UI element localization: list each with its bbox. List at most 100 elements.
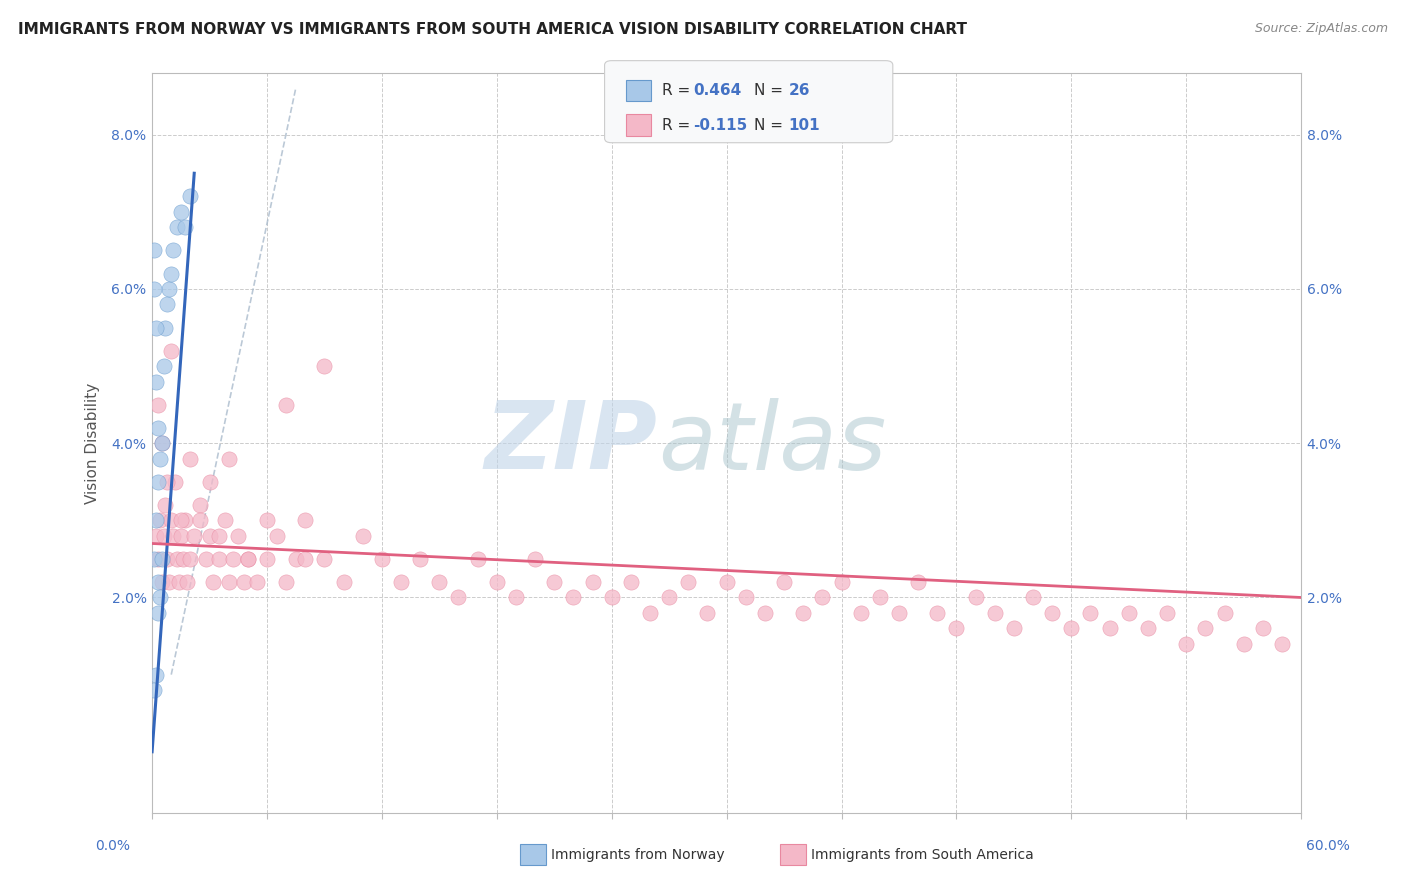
- Point: [170, 513, 193, 527]
- Point: [146, 575, 169, 590]
- Point: [155, 498, 177, 512]
- Point: [149, 591, 172, 605]
- Point: [165, 475, 187, 489]
- Text: 0.464: 0.464: [693, 83, 741, 98]
- Point: [149, 513, 172, 527]
- Point: [447, 591, 470, 605]
- Point: [202, 575, 225, 590]
- Point: [1098, 621, 1121, 635]
- Point: [157, 282, 180, 296]
- Point: [160, 513, 183, 527]
- Point: [1002, 621, 1025, 635]
- Point: [156, 552, 179, 566]
- Point: [1080, 606, 1102, 620]
- Point: [314, 552, 336, 566]
- Point: [214, 513, 236, 527]
- Point: [658, 591, 681, 605]
- Point: [256, 552, 278, 566]
- Point: [150, 552, 173, 566]
- Point: [314, 359, 336, 373]
- Point: [143, 244, 166, 258]
- Point: [233, 575, 256, 590]
- Point: [150, 575, 173, 590]
- Point: [246, 575, 269, 590]
- Point: [256, 513, 278, 527]
- Point: [145, 513, 167, 527]
- Point: [149, 451, 172, 466]
- Point: [146, 606, 169, 620]
- Point: [1271, 637, 1294, 651]
- Point: [1213, 606, 1236, 620]
- Point: [145, 667, 167, 681]
- Point: [1040, 606, 1063, 620]
- Point: [678, 575, 700, 590]
- Point: [218, 451, 240, 466]
- Point: [198, 529, 221, 543]
- Point: [284, 552, 307, 566]
- Text: Source: ZipAtlas.com: Source: ZipAtlas.com: [1254, 22, 1388, 36]
- Point: [485, 575, 508, 590]
- Point: [221, 552, 243, 566]
- Text: N =: N =: [754, 118, 787, 133]
- Point: [276, 575, 298, 590]
- Text: Immigrants from Norway: Immigrants from Norway: [551, 847, 724, 862]
- Point: [150, 436, 173, 450]
- Point: [1175, 637, 1198, 651]
- Point: [524, 552, 547, 566]
- Text: 0.0%: 0.0%: [96, 838, 131, 853]
- Point: [734, 591, 756, 605]
- Point: [167, 575, 190, 590]
- Point: [179, 451, 201, 466]
- Y-axis label: Vision Disability: Vision Disability: [86, 383, 100, 504]
- Point: [887, 606, 910, 620]
- Point: [143, 552, 166, 566]
- Text: R =: R =: [662, 83, 696, 98]
- Point: [194, 552, 217, 566]
- Point: [562, 591, 585, 605]
- Point: [467, 552, 489, 566]
- Point: [1136, 621, 1159, 635]
- Point: [1022, 591, 1045, 605]
- Point: [198, 475, 221, 489]
- Point: [145, 375, 167, 389]
- Point: [162, 244, 184, 258]
- Point: [146, 552, 169, 566]
- Point: [145, 529, 167, 543]
- Point: [352, 529, 374, 543]
- Point: [945, 621, 967, 635]
- Point: [208, 552, 231, 566]
- Point: [620, 575, 643, 590]
- Point: [600, 591, 623, 605]
- Point: [236, 552, 259, 566]
- Point: [792, 606, 814, 620]
- Point: [505, 591, 527, 605]
- Point: [143, 282, 166, 296]
- Point: [143, 683, 166, 698]
- Point: [581, 575, 603, 590]
- Point: [179, 189, 201, 203]
- Point: [173, 513, 195, 527]
- Point: [170, 529, 193, 543]
- Point: [754, 606, 776, 620]
- Point: [188, 498, 211, 512]
- Point: [152, 529, 174, 543]
- Point: [1251, 621, 1274, 635]
- Text: -0.115: -0.115: [693, 118, 748, 133]
- Point: [1118, 606, 1140, 620]
- Point: [1233, 637, 1256, 651]
- Text: R =: R =: [662, 118, 696, 133]
- Point: [696, 606, 718, 620]
- Point: [907, 575, 929, 590]
- Point: [294, 552, 316, 566]
- Point: [218, 575, 240, 590]
- Point: [166, 552, 188, 566]
- Point: [226, 529, 249, 543]
- Point: [1194, 621, 1216, 635]
- Point: [146, 421, 169, 435]
- Point: [179, 552, 201, 566]
- Point: [155, 320, 177, 334]
- Point: [208, 529, 231, 543]
- Point: [638, 606, 661, 620]
- Point: [849, 606, 872, 620]
- Point: [160, 343, 183, 358]
